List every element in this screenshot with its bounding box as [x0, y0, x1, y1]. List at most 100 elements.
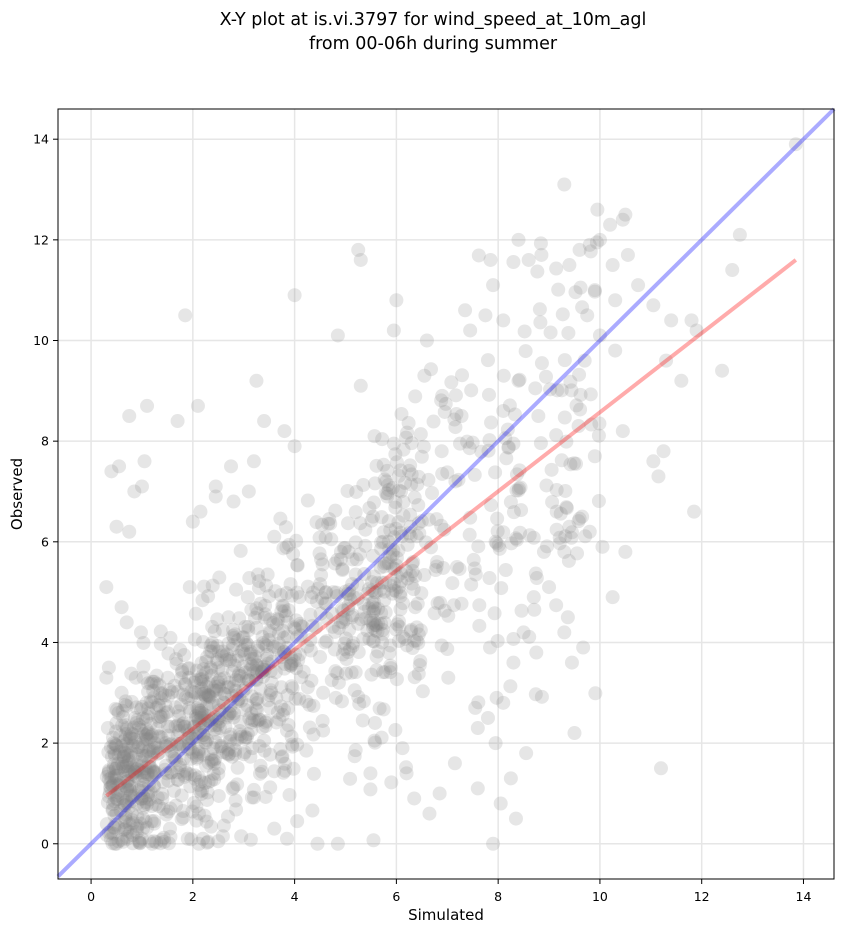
scatter-point	[167, 749, 182, 764]
scatter-point	[138, 749, 153, 764]
plot-background	[58, 109, 834, 879]
scatter-point	[105, 836, 120, 851]
scatter-point	[358, 611, 373, 626]
scatter-point	[389, 672, 404, 687]
scatter-point	[232, 691, 247, 706]
scatter-point	[488, 465, 503, 480]
scatter-point	[412, 526, 427, 541]
scatter-point	[435, 388, 450, 403]
scatter-point	[183, 767, 198, 782]
scatter-point	[192, 784, 207, 799]
scatter-point	[119, 774, 134, 789]
scatter-point	[226, 622, 241, 637]
scatter-point	[568, 285, 583, 300]
scatter-point	[167, 678, 182, 693]
scatter-point	[351, 616, 366, 631]
scatter-point	[396, 508, 411, 523]
scatter-point	[480, 710, 495, 725]
scatter-point	[513, 480, 528, 495]
scatter-point	[248, 701, 263, 716]
scatter-point	[176, 715, 191, 730]
scatter-point	[391, 515, 406, 530]
scatter-point	[506, 655, 521, 670]
scatter-point	[315, 517, 330, 532]
scatter-point	[226, 628, 241, 643]
scatter-point	[365, 620, 380, 635]
scatter-point	[491, 538, 506, 553]
scatter-point	[172, 737, 187, 752]
scatter-point	[348, 665, 363, 680]
scatter-point	[109, 806, 124, 821]
scatter-point	[198, 735, 213, 750]
scatter-point	[103, 832, 118, 847]
scatter-point	[362, 631, 377, 646]
scatter-point	[290, 737, 305, 752]
scatter-point	[172, 739, 187, 754]
scatter-point	[105, 778, 120, 793]
scatter-point	[553, 506, 568, 521]
scatter-point	[243, 749, 258, 764]
scatter-point	[211, 698, 226, 713]
scatter-point	[123, 788, 138, 803]
scatter-point	[226, 710, 241, 725]
scatter-point	[244, 689, 259, 704]
scatter-point	[292, 647, 307, 662]
scatter-point	[357, 567, 372, 582]
scatter-point	[177, 720, 192, 735]
scatter-point	[327, 642, 342, 657]
scatter-point	[360, 586, 375, 601]
scatter-point	[231, 632, 246, 647]
scatter-point	[226, 494, 241, 509]
scatter-point	[116, 759, 131, 774]
scatter-point	[105, 797, 120, 812]
scatter-point	[114, 832, 129, 847]
scatter-point	[583, 387, 598, 402]
scatter-point	[318, 585, 333, 600]
scatter-point	[287, 439, 302, 454]
scatter-point	[215, 644, 230, 659]
scatter-point	[365, 583, 380, 598]
scatter-point	[437, 522, 452, 537]
scatter-point	[262, 688, 277, 703]
scatter-point	[157, 762, 172, 777]
scatter-point	[198, 688, 213, 703]
scatter-point	[508, 811, 523, 826]
scatter-point	[589, 235, 604, 250]
scatter-point	[618, 207, 633, 222]
scatter-point	[329, 589, 344, 604]
y-axis-label: Observed	[8, 458, 26, 530]
scatter-point	[222, 652, 237, 667]
scatter-point	[377, 559, 392, 574]
scatter-point	[122, 764, 137, 779]
scatter-point	[163, 719, 178, 734]
scatter-point	[557, 544, 572, 559]
scatter-point	[551, 282, 566, 297]
scatter-point	[182, 661, 197, 676]
scatter-point	[562, 519, 577, 534]
scatter-point	[152, 745, 167, 760]
scatter-point	[124, 726, 139, 741]
scatter-point	[115, 703, 130, 718]
scatter-point	[194, 703, 209, 718]
scatter-point	[156, 830, 171, 845]
scatter-point	[347, 749, 362, 764]
scatter-point	[238, 665, 253, 680]
scatter-point	[391, 580, 406, 595]
scatter-point	[337, 636, 352, 651]
scatter-point	[583, 244, 598, 259]
scatter-point	[356, 477, 371, 492]
scatter-point	[383, 661, 398, 676]
scatter-point	[183, 741, 198, 756]
scatter-point	[159, 807, 174, 822]
scatter-point	[178, 676, 193, 691]
scatter-point	[219, 680, 234, 695]
scatter-point	[155, 786, 170, 801]
scatter-point	[206, 753, 221, 768]
scatter-point	[363, 613, 378, 628]
scatter-point	[211, 761, 226, 776]
scatter-point	[315, 557, 330, 572]
scatter-point	[608, 343, 623, 358]
scatter-point	[242, 571, 257, 586]
scatter-point	[178, 308, 193, 323]
scatter-point	[163, 765, 178, 780]
